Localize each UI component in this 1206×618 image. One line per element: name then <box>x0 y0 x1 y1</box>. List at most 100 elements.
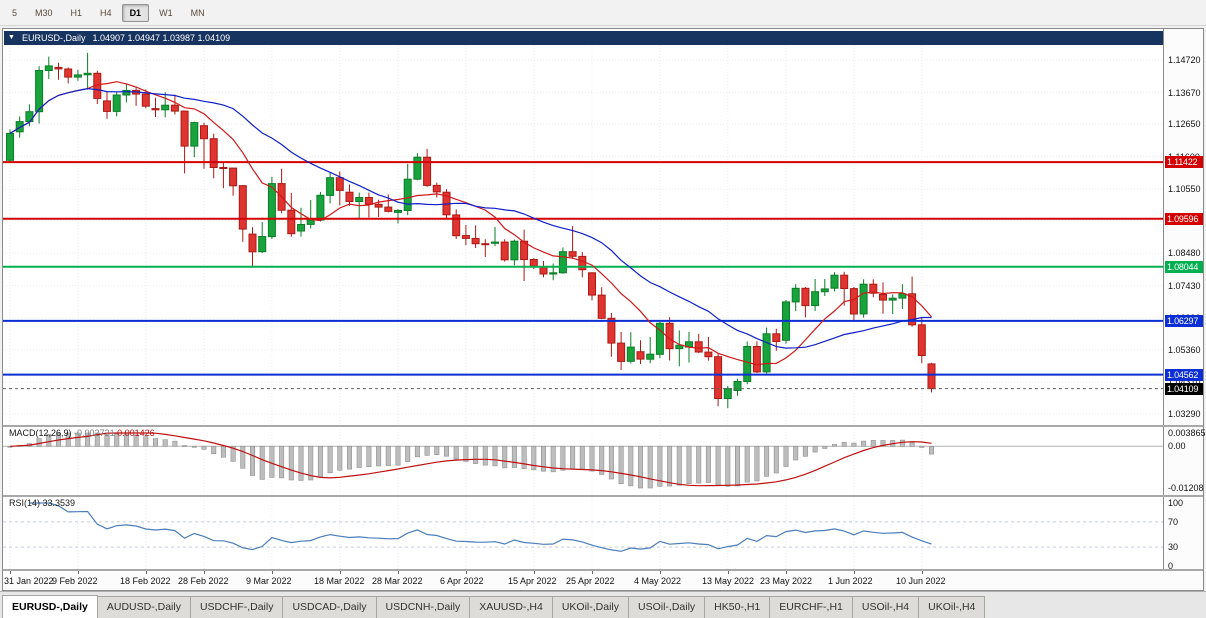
rsi-name: RSI(14) <box>9 498 41 508</box>
macd-signal-line <box>9 432 932 487</box>
candle <box>908 276 917 327</box>
date-tick <box>10 571 11 574</box>
panel-resize-divider[interactable] <box>3 425 1203 427</box>
symbol-tab[interactable]: EURUSD-,Daily <box>2 595 98 618</box>
chart-symbol-label: EURUSD-,Daily <box>21 33 86 43</box>
date-axis-label: 10 Jun 2022 <box>896 576 946 586</box>
macd-histogram <box>7 432 934 489</box>
period-button-mn[interactable]: MN <box>190 7 205 18</box>
symbol-tab[interactable]: UKOil-,H4 <box>918 596 986 618</box>
candle <box>539 261 548 278</box>
price-axis-label: 1.03290 <box>1168 409 1201 419</box>
symbol-tab[interactable]: AUDUSD-,Daily <box>96 596 191 618</box>
date-tick <box>340 571 341 574</box>
symbol-tab[interactable]: USDCAD-,Daily <box>282 596 377 618</box>
candle <box>452 209 461 239</box>
candle <box>306 200 315 229</box>
candle <box>801 287 810 318</box>
price-badge-1.04562: 1.04562 <box>1165 369 1203 381</box>
symbol-tab[interactable]: HK50-,H1 <box>704 596 771 618</box>
period-button-w1[interactable]: W1 <box>159 7 173 18</box>
symbol-tab[interactable]: USDCNH-,Daily <box>375 596 471 618</box>
candle <box>461 225 470 246</box>
symbol-tab[interactable]: UKOil-,Daily <box>551 596 629 618</box>
candle <box>6 129 14 164</box>
date-axis-label: 18 Mar 2022 <box>314 576 365 586</box>
candle <box>54 62 63 80</box>
date-axis-label: 28 Feb 2022 <box>178 576 229 586</box>
candle <box>898 284 907 309</box>
candle <box>209 133 218 179</box>
candle <box>752 341 761 374</box>
price-badge-1.06297: 1.06297 <box>1165 315 1203 327</box>
symbol-tab-bar: EURUSD-,Daily AUDUSD-,Daily USDCHF-,Daily U… <box>0 591 1206 618</box>
date-axis[interactable]: 31 Jan 2022 9 Feb 2022 18 Feb 2022 28 Feb 2… <box>3 570 1203 590</box>
candle <box>64 67 73 84</box>
candle <box>607 313 616 357</box>
candle <box>762 327 771 374</box>
price-axis-label: 1.14720 <box>1168 55 1201 65</box>
candle <box>879 282 887 314</box>
candle <box>432 182 441 198</box>
symbol-tab[interactable]: EURCHF-,H1 <box>769 596 853 618</box>
rsi-canvas[interactable] <box>3 496 1163 569</box>
candle <box>122 83 131 103</box>
macd-axis-label: 0.00 <box>1168 441 1186 451</box>
candle <box>733 378 742 396</box>
period-button-5[interactable]: 5 <box>12 7 18 18</box>
candle <box>297 207 305 237</box>
symbol-tab[interactable]: USDCHF-,Daily <box>189 596 284 618</box>
candle <box>190 121 199 158</box>
date-axis-label: 25 Apr 2022 <box>566 576 615 586</box>
rsi-value: 33.3539 <box>42 498 76 508</box>
candle <box>791 284 800 312</box>
symbol-tab[interactable]: XAUUSD-,H4 <box>469 596 553 618</box>
macd-name: MACD(12,26,9) <box>9 428 72 438</box>
candle <box>655 320 664 359</box>
candle <box>840 271 849 306</box>
period-button-h1[interactable]: H1 <box>70 7 83 18</box>
candle <box>927 362 936 393</box>
panel-resize-divider[interactable] <box>3 569 1203 571</box>
candle <box>820 279 829 296</box>
date-axis-label: 13 May 2022 <box>702 576 755 586</box>
main-chart-canvas[interactable] <box>3 29 1163 426</box>
price-badge-1.09596: 1.09596 <box>1165 213 1203 225</box>
period-button-h4[interactable]: H4 <box>100 7 112 18</box>
date-axis-label: 31 Jan 2022 <box>4 576 54 586</box>
macd-canvas[interactable] <box>3 426 1163 495</box>
price-axis-label: 1.05360 <box>1168 345 1201 355</box>
grid <box>3 45 1163 426</box>
panel-resize-divider[interactable] <box>3 495 1203 497</box>
symbol-tab[interactable]: USOil-,Daily <box>628 596 706 618</box>
period-button-d1[interactable]: D1 <box>121 3 150 22</box>
candle <box>238 185 247 242</box>
price-badge-1.04109: 1.04109 <box>1165 383 1203 395</box>
candle <box>423 148 432 187</box>
date-axis-label: 23 May 2022 <box>760 576 813 586</box>
chart-header-bar: ▼ EURUSD-,Daily 1.04907 1.04947 1.03987 … <box>4 31 1163 45</box>
rsi-axis-label: 0 <box>1168 561 1174 571</box>
candle <box>743 341 752 385</box>
candle <box>481 239 490 257</box>
date-axis-label: 18 Feb 2022 <box>120 576 171 586</box>
candle <box>520 229 529 282</box>
collapse-chart-icon[interactable]: ▼ <box>8 34 15 41</box>
price-axis[interactable]: 1.147201.136701.126501.116001.105501.095… <box>1163 29 1206 571</box>
candle <box>248 227 257 267</box>
candle <box>112 92 121 117</box>
price-axis-label: 1.12650 <box>1168 119 1201 129</box>
period-button-m30[interactable]: M30 <box>35 7 53 18</box>
candle <box>849 287 858 322</box>
date-axis-label: 15 Apr 2022 <box>508 576 557 586</box>
chart-window: ▼ EURUSD-,Daily 1.04907 1.04947 1.03987 … <box>2 28 1206 591</box>
symbol-tab[interactable]: USOil-,H4 <box>851 596 920 618</box>
chart-ohlc-values: 1.04907 1.04947 1.03987 1.04109 <box>92 33 231 43</box>
macd-axis-label: 0.003865 <box>1168 428 1206 438</box>
candle <box>151 97 160 117</box>
price-axis-label: 1.10550 <box>1168 184 1201 194</box>
candle <box>588 272 596 301</box>
ma-fast-line <box>9 81 932 366</box>
price-axis-label: 1.13670 <box>1168 88 1201 98</box>
